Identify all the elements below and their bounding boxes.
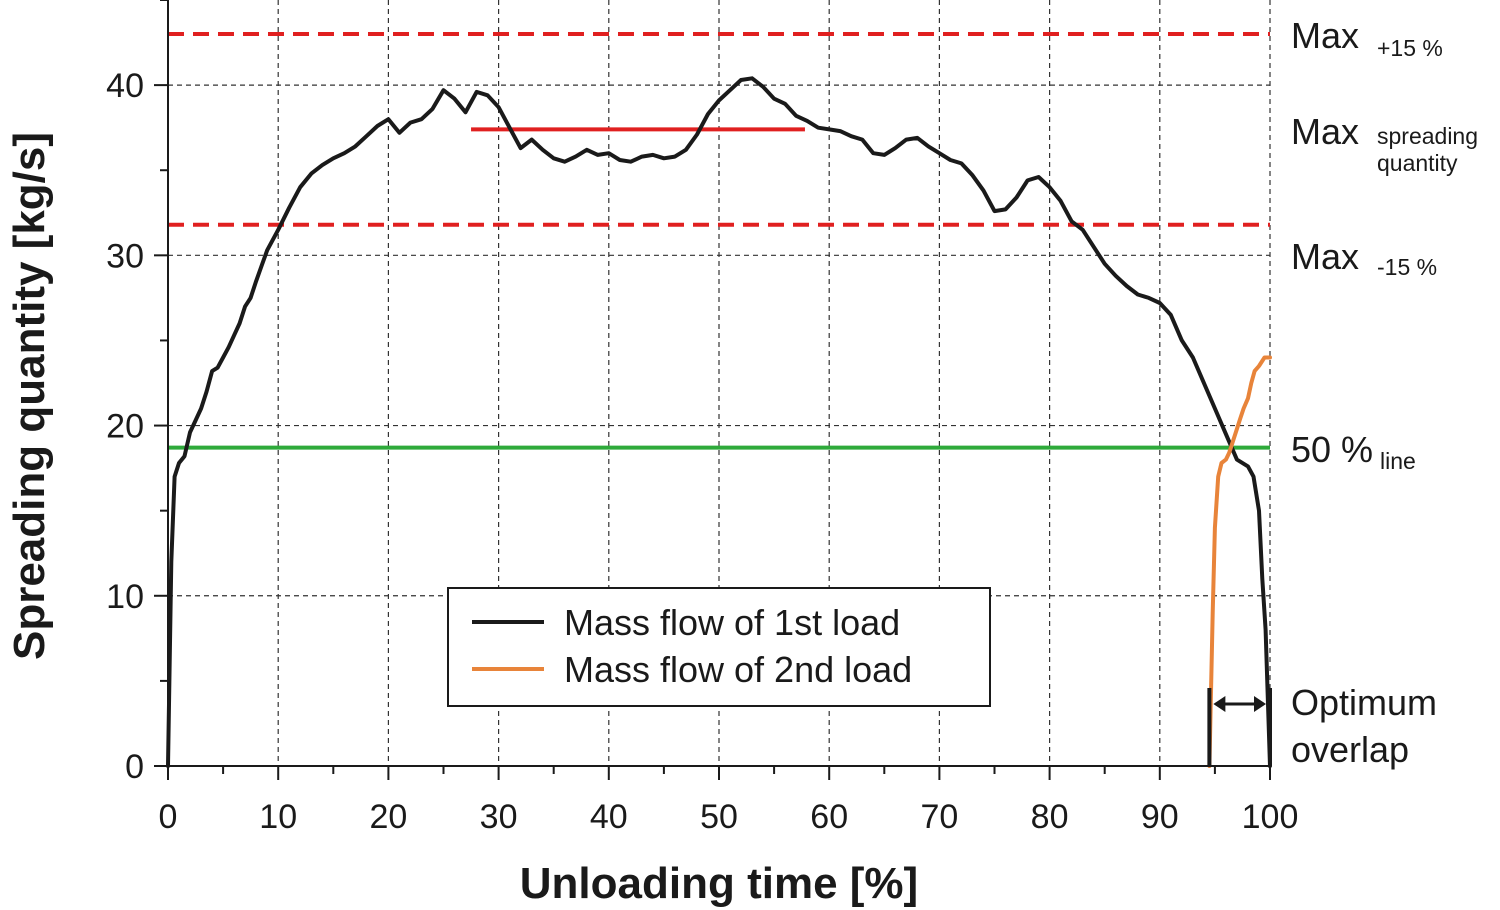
x-tick-label: 80: [1031, 798, 1069, 836]
legend-label-2nd-load: Mass flow of 2nd load: [564, 649, 912, 690]
annotation-max-plus-main: Max: [1291, 15, 1359, 56]
y-tick-label: 10: [106, 578, 144, 616]
x-tick-label: 10: [259, 798, 297, 836]
series-lines: [166, 76, 1272, 768]
annotation-max-minus-sub: -15 %: [1377, 254, 1437, 280]
y-tick-label: 0: [125, 748, 144, 786]
legend-label-1st-load: Mass flow of 1st load: [564, 602, 900, 643]
x-tick-label: 40: [590, 798, 628, 836]
series-line-0: [166, 76, 1272, 768]
annotation-fifty-line: 50 % line: [1291, 429, 1416, 474]
axes: [154, 0, 1271, 780]
annotation-max-spreading: Max spreading quantity: [1291, 111, 1478, 176]
x-tick-label: 0: [159, 798, 178, 836]
x-axis-title: Unloading time [%]: [520, 859, 918, 908]
overlap-bracket: [1207, 688, 1272, 766]
annotation-max-minus-main: Max: [1291, 236, 1359, 277]
y-axis-title: Spreading quantity [kg/s]: [5, 132, 54, 660]
x-tick-label: 90: [1141, 798, 1179, 836]
y-tick-label: 30: [106, 237, 144, 275]
x-tick-label: 70: [920, 798, 958, 836]
annotation-max-plus: Max +15 %: [1291, 15, 1443, 61]
x-tick-label: 60: [810, 798, 848, 836]
annotation-overlap-line1: Optimum: [1291, 682, 1437, 723]
annotation-max-spreading-sub2: quantity: [1377, 150, 1458, 176]
tick-labels: 0 10 20 30 40 50 60 70 80 90 100 0 10 20 30 40: [106, 67, 1298, 836]
legend: Mass flow of 1st load Mass flow of 2nd l…: [447, 587, 991, 707]
annotation-overlap-line2: overlap: [1291, 729, 1409, 770]
y-tick-label: 20: [106, 408, 144, 446]
annotation-max-plus-sub: +15 %: [1377, 35, 1443, 61]
legend-box: [447, 587, 991, 707]
x-tick-label: 100: [1242, 798, 1299, 836]
x-tick-label: 30: [480, 798, 518, 836]
annotation-max-spreading-sub1: spreading: [1377, 123, 1478, 149]
annotation-fifty-main: 50 %: [1291, 429, 1373, 470]
annotation-fifty-sub: line: [1380, 448, 1416, 474]
annotation-overlap: Optimum overlap: [1291, 682, 1437, 770]
annotation-max-spreading-main: Max: [1291, 111, 1359, 152]
x-tick-label: 50: [700, 798, 738, 836]
annotation-max-minus: Max -15 %: [1291, 236, 1437, 280]
y-tick-label: 40: [106, 67, 144, 105]
reference-lines: [168, 32, 1270, 450]
overlap-arrow-right-head: [1254, 696, 1266, 712]
x-tick-label: 20: [369, 798, 407, 836]
series-line-1: [1207, 355, 1272, 768]
overlap-arrow-left-head: [1213, 696, 1226, 712]
